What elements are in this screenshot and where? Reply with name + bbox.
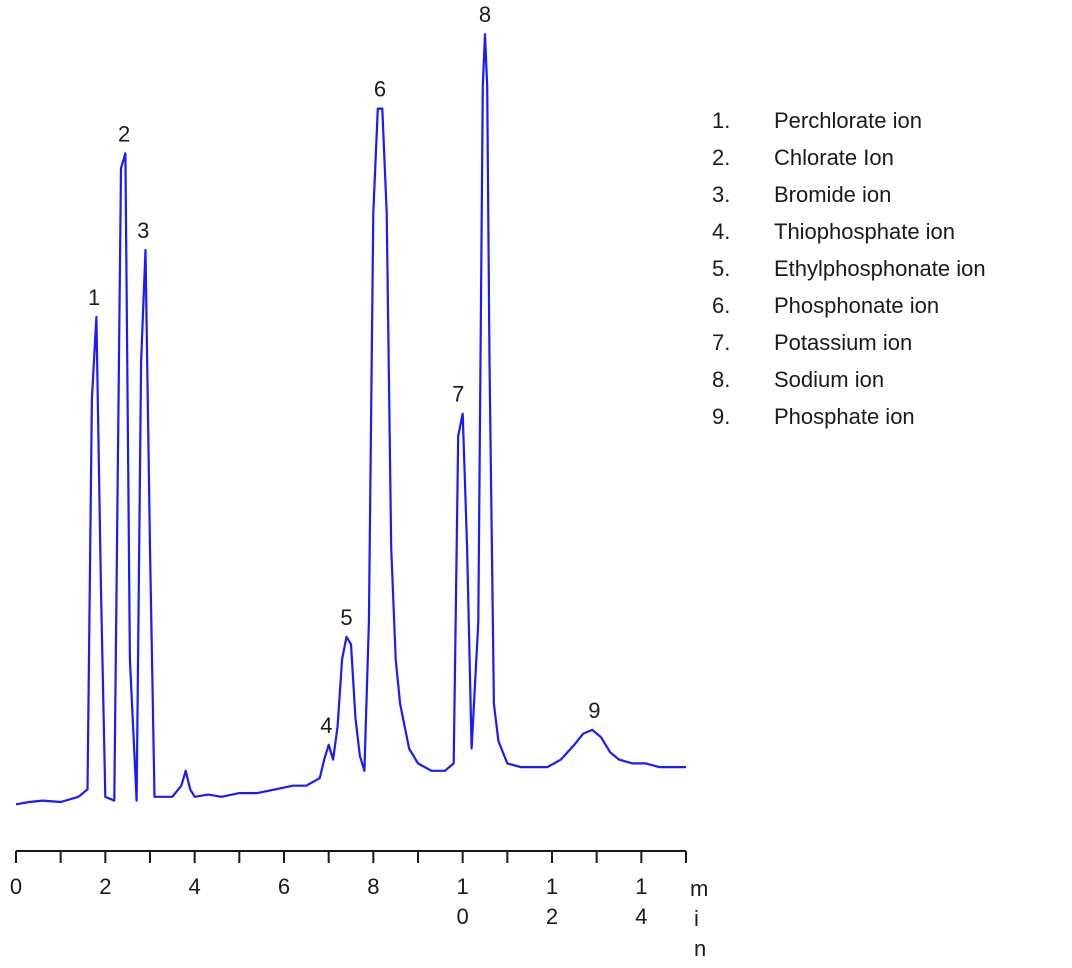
legend-item: 4. Thiophosphate ion	[712, 219, 986, 256]
chromatogram-trace	[15, 33, 686, 806]
peak-label-3: 3	[137, 218, 149, 243]
peak-label-4: 4	[320, 713, 332, 738]
legend-number: 1.	[712, 108, 731, 133]
peak-label-2: 2	[118, 121, 130, 146]
peak-label-5: 5	[340, 605, 352, 630]
legend-item: 2. Chlorate Ion	[712, 145, 986, 182]
x-tick-label: 2	[99, 874, 111, 899]
legend-number: 9.	[712, 404, 731, 429]
legend-item: 8. Sodium ion	[712, 367, 986, 404]
x-tick-label: 4	[189, 874, 201, 899]
legend-number: 7.	[712, 330, 731, 355]
legend-name: Bromide ion	[774, 182, 892, 207]
legend-number: 8.	[712, 367, 731, 392]
legend-name: Phosphonate ion	[774, 293, 940, 318]
trace-line	[15, 33, 686, 806]
x-tick-label: 0	[10, 874, 22, 899]
legend-name: Potassium ion	[774, 330, 913, 355]
legend-item: 5. Ethylphosphonate ion	[712, 256, 986, 293]
legend-name: Perchlorate ion	[774, 108, 922, 133]
legend-item: 9. Phosphate ion	[712, 404, 986, 441]
legend-item: 1. Perchlorate ion	[712, 108, 986, 145]
legend-name: Thiophosphate ion	[774, 219, 956, 244]
legend-name: Ethylphosphonate ion	[774, 256, 986, 281]
legend-item: 7. Potassium ion	[712, 330, 986, 367]
legend-name: Chlorate Ion	[774, 145, 894, 170]
peak-label-6: 6	[374, 77, 386, 102]
legend-name: Sodium ion	[774, 367, 885, 392]
peak-label-1: 1	[88, 285, 100, 310]
legend-number: 2.	[712, 145, 731, 170]
x-axis: 0 2 4 6 8 1 0 1 2 1 4 m i n	[10, 850, 708, 961]
x-tick-label: 8	[367, 874, 379, 899]
legend-number: 6.	[712, 293, 731, 318]
legend-number: 4.	[712, 219, 731, 244]
peak-label-8: 8	[479, 2, 491, 27]
peak-label-7: 7	[452, 382, 464, 407]
legend-item: 6. Phosphonate ion	[712, 293, 986, 330]
legend-number: 5.	[712, 256, 731, 281]
legend-name: Phosphate ion	[774, 404, 915, 429]
legend-item: 3. Bromide ion	[712, 182, 986, 219]
peak-labels: 1 2 3 4 5 6 7 8 9	[88, 2, 601, 738]
legend-number: 3.	[712, 182, 731, 207]
peak-legend: 1. Perchlorate ion 2. Chlorate Ion 3. Bromide…	[712, 108, 986, 441]
peak-label-9: 9	[588, 698, 600, 723]
x-tick-label: 6	[278, 874, 290, 899]
